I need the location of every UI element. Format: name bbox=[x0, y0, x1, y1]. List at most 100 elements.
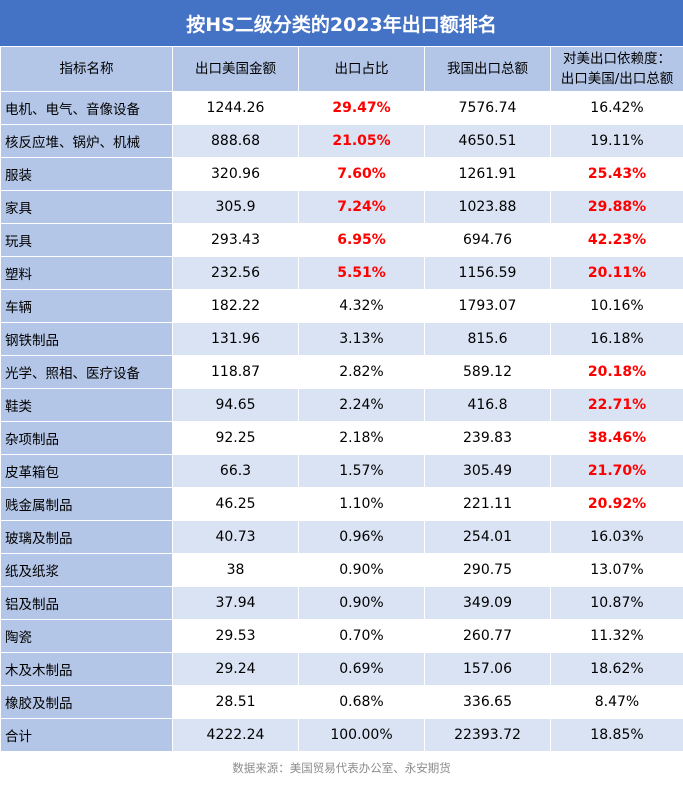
table-row: 车辆 182.22 4.32% 1793.07 10.16% bbox=[0, 289, 683, 323]
cell-total-export: 290.75 bbox=[424, 553, 551, 587]
cell-total-export: 254.01 bbox=[424, 520, 551, 554]
cell-us-export: 131.96 bbox=[172, 322, 299, 356]
table-body: 电机、电气、音像设备 1244.26 29.47% 7576.74 16.42% 核反应堆… bbox=[0, 91, 683, 752]
table-row: 纸及纸浆 38 0.90% 290.75 13.07% bbox=[0, 553, 683, 587]
cell-total-export: 305.49 bbox=[424, 454, 551, 488]
cell-total-export: 4650.51 bbox=[424, 124, 551, 158]
table-row: 玻璃及制品 40.73 0.96% 254.01 16.03% bbox=[0, 520, 683, 554]
table-row: 塑料 232.56 5.51% 1156.59 20.11% bbox=[0, 256, 683, 290]
table-row: 橡胶及制品 28.51 0.68% 336.65 8.47% bbox=[0, 685, 683, 719]
cell-name: 纸及纸浆 bbox=[0, 553, 173, 587]
table-row: 家具 305.9 7.24% 1023.88 29.88% bbox=[0, 190, 683, 224]
table-row: 电机、电气、音像设备 1244.26 29.47% 7576.74 16.42% bbox=[0, 91, 683, 125]
cell-dependency: 20.18% bbox=[550, 355, 683, 389]
cell-share: 1.57% bbox=[298, 454, 425, 488]
header-cell-share: 出口占比 bbox=[298, 46, 425, 92]
table-row: 木及木制品 29.24 0.69% 157.06 18.62% bbox=[0, 652, 683, 686]
header-cell-total-export: 我国出口总额 bbox=[424, 46, 551, 92]
cell-name: 服装 bbox=[0, 157, 173, 191]
cell-total-export: 239.83 bbox=[424, 421, 551, 455]
cell-dependency: 42.23% bbox=[550, 223, 683, 257]
export-ranking-table: 指标名称 出口美国金额 出口占比 我国出口总额 对美出口依赖度：出口美国/出口总… bbox=[0, 46, 683, 752]
cell-us-export: 305.9 bbox=[172, 190, 299, 224]
source-note: 数据来源：美国贸易代表办公室、永安期货 bbox=[232, 761, 451, 775]
cell-total-export: 1261.91 bbox=[424, 157, 551, 191]
cell-dependency: 22.71% bbox=[550, 388, 683, 422]
cell-share: 29.47% bbox=[298, 91, 425, 125]
cell-name: 光学、照相、医疗设备 bbox=[0, 355, 173, 389]
cell-share: 5.51% bbox=[298, 256, 425, 290]
cell-share: 0.96% bbox=[298, 520, 425, 554]
table-row: 合计 4222.24 100.00% 22393.72 18.85% bbox=[0, 718, 683, 752]
cell-name: 陶瓷 bbox=[0, 619, 173, 653]
cell-dependency: 16.03% bbox=[550, 520, 683, 554]
cell-dependency: 38.46% bbox=[550, 421, 683, 455]
cell-total-export: 589.12 bbox=[424, 355, 551, 389]
cell-name: 家具 bbox=[0, 190, 173, 224]
cell-share: 0.68% bbox=[298, 685, 425, 719]
cell-us-export: 293.43 bbox=[172, 223, 299, 257]
cell-dependency: 16.42% bbox=[550, 91, 683, 125]
header-cell-us-export: 出口美国金额 bbox=[172, 46, 299, 92]
cell-name: 塑料 bbox=[0, 256, 173, 290]
cell-name: 杂项制品 bbox=[0, 421, 173, 455]
cell-total-export: 1023.88 bbox=[424, 190, 551, 224]
cell-us-export: 94.65 bbox=[172, 388, 299, 422]
cell-us-export: 320.96 bbox=[172, 157, 299, 191]
header-cell-dependency: 对美出口依赖度：出口美国/出口总额 bbox=[550, 46, 683, 92]
cell-total-export: 416.8 bbox=[424, 388, 551, 422]
cell-us-export: 1244.26 bbox=[172, 91, 299, 125]
cell-total-export: 157.06 bbox=[424, 652, 551, 686]
cell-us-export: 29.53 bbox=[172, 619, 299, 653]
cell-total-export: 349.09 bbox=[424, 586, 551, 620]
cell-us-export: 29.24 bbox=[172, 652, 299, 686]
cell-name: 车辆 bbox=[0, 289, 173, 323]
cell-total-export: 7576.74 bbox=[424, 91, 551, 125]
cell-us-export: 46.25 bbox=[172, 487, 299, 521]
cell-share: 4.32% bbox=[298, 289, 425, 323]
table-row: 铝及制品 37.94 0.90% 349.09 10.87% bbox=[0, 586, 683, 620]
cell-us-export: 66.3 bbox=[172, 454, 299, 488]
cell-share: 1.10% bbox=[298, 487, 425, 521]
cell-total-export: 22393.72 bbox=[424, 718, 551, 752]
table-row: 玩具 293.43 6.95% 694.76 42.23% bbox=[0, 223, 683, 257]
cell-dependency: 11.32% bbox=[550, 619, 683, 653]
table-row: 光学、照相、医疗设备 118.87 2.82% 589.12 20.18% bbox=[0, 355, 683, 389]
cell-share: 2.82% bbox=[298, 355, 425, 389]
cell-share: 2.18% bbox=[298, 421, 425, 455]
cell-total-export: 336.65 bbox=[424, 685, 551, 719]
cell-name: 橡胶及制品 bbox=[0, 685, 173, 719]
cell-total-export: 1156.59 bbox=[424, 256, 551, 290]
cell-us-export: 37.94 bbox=[172, 586, 299, 620]
header-dependency-text: 对美出口依赖度：出口美国/出口总额 bbox=[560, 51, 674, 87]
cell-total-export: 221.11 bbox=[424, 487, 551, 521]
cell-us-export: 4222.24 bbox=[172, 718, 299, 752]
cell-dependency: 18.85% bbox=[550, 718, 683, 752]
table-row: 陶瓷 29.53 0.70% 260.77 11.32% bbox=[0, 619, 683, 653]
header-cell-name: 指标名称 bbox=[0, 46, 173, 92]
cell-share: 7.24% bbox=[298, 190, 425, 224]
table-row: 核反应堆、锅炉、机械 888.68 21.05% 4650.51 19.11% bbox=[0, 124, 683, 158]
cell-name: 贱金属制品 bbox=[0, 487, 173, 521]
cell-dependency: 10.87% bbox=[550, 586, 683, 620]
cell-name: 玻璃及制品 bbox=[0, 520, 173, 554]
cell-name: 铝及制品 bbox=[0, 586, 173, 620]
table-title: 按HS二级分类的2023年出口额排名 bbox=[0, 0, 683, 46]
cell-total-export: 1793.07 bbox=[424, 289, 551, 323]
cell-dependency: 21.70% bbox=[550, 454, 683, 488]
cell-name: 钢铁制品 bbox=[0, 322, 173, 356]
cell-us-export: 28.51 bbox=[172, 685, 299, 719]
table-row: 服装 320.96 7.60% 1261.91 25.43% bbox=[0, 157, 683, 191]
cell-share: 6.95% bbox=[298, 223, 425, 257]
cell-share: 7.60% bbox=[298, 157, 425, 191]
cell-dependency: 29.88% bbox=[550, 190, 683, 224]
cell-us-export: 232.56 bbox=[172, 256, 299, 290]
cell-dependency: 20.92% bbox=[550, 487, 683, 521]
cell-dependency: 25.43% bbox=[550, 157, 683, 191]
cell-total-export: 815.6 bbox=[424, 322, 551, 356]
cell-us-export: 118.87 bbox=[172, 355, 299, 389]
cell-dependency: 10.16% bbox=[550, 289, 683, 323]
table-row: 钢铁制品 131.96 3.13% 815.6 16.18% bbox=[0, 322, 683, 356]
cell-total-export: 694.76 bbox=[424, 223, 551, 257]
cell-share: 0.69% bbox=[298, 652, 425, 686]
